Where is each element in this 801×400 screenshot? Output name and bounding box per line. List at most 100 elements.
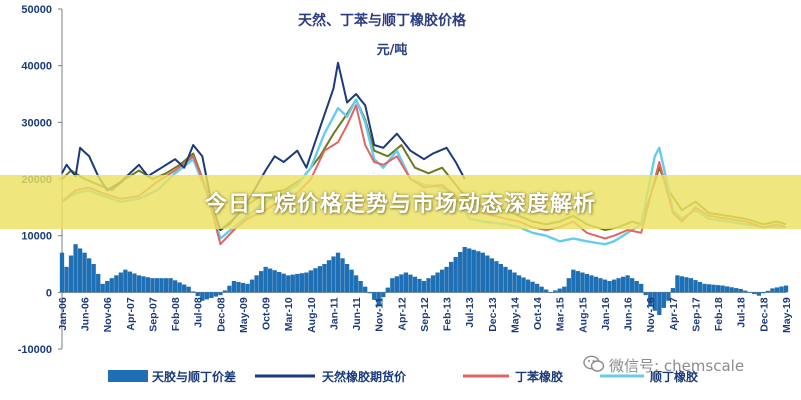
spread-bar [64, 266, 69, 293]
spread-bar [480, 252, 485, 293]
spread-bar [209, 292, 214, 298]
x-tick-label: May-14 [510, 297, 522, 333]
spread-bar [186, 286, 191, 293]
spread-bar [761, 292, 766, 294]
legend-swatch-spread [108, 370, 148, 382]
x-tick-label: Jan-11 [329, 297, 341, 330]
axis-tick-labels: -1000001000020000300004000050000Jan-06Ju… [18, 4, 793, 356]
spread-bar [109, 278, 114, 293]
spread-bar [322, 264, 327, 293]
x-tick-label: Apr-12 [396, 297, 408, 330]
spread-bar [421, 281, 427, 293]
spread-bar [534, 283, 540, 293]
spread-bar [580, 272, 585, 293]
spread-bar [145, 277, 151, 293]
spread-bar [218, 292, 223, 296]
spread-bar [679, 276, 685, 293]
spread-bar [765, 290, 771, 293]
spread-bar [426, 278, 431, 293]
spread-bar [272, 270, 277, 293]
x-tick-label: Apr-07 [125, 297, 137, 330]
spread-bar [258, 271, 264, 293]
spread-bar [747, 292, 752, 293]
spread-bar [639, 283, 644, 293]
x-tick-label: Jul-08 [193, 297, 205, 328]
spread-bar [118, 272, 123, 293]
x-tick-label: Mar-10 [283, 297, 295, 331]
spread-bar [335, 252, 341, 293]
spread-bar [381, 292, 386, 298]
spread-bar [435, 272, 440, 293]
spread-bar [399, 274, 404, 293]
spread-bar [444, 266, 449, 293]
x-tick-label: Dec-08 [215, 297, 227, 332]
spread-bar [620, 276, 626, 293]
spread-bar [172, 280, 178, 293]
spread-bar [584, 273, 590, 293]
spread-bar [711, 284, 716, 293]
spread-bar [227, 285, 232, 293]
spread-bar [571, 269, 576, 293]
spread-bar [593, 276, 599, 293]
spread-bar [462, 247, 467, 293]
spread-bar [702, 283, 707, 293]
watermark-text: 微信号: chemscale [609, 357, 745, 375]
y-tick-label: 40000 [21, 61, 52, 73]
spread-bar [376, 292, 381, 307]
spread-bar [286, 275, 291, 293]
spread-bar [340, 258, 345, 293]
title-banner [0, 175, 801, 229]
spread-bar [100, 283, 105, 293]
spread-bar [625, 275, 630, 293]
spread-bar [68, 255, 74, 293]
spread-bar [132, 273, 137, 293]
spread-bar [743, 290, 748, 293]
spread-bar [394, 276, 399, 293]
spread-bar [372, 292, 377, 300]
spread-bar [630, 278, 635, 293]
spread-bar [430, 275, 436, 293]
spread-bar [136, 275, 142, 293]
spread-bar [471, 249, 476, 293]
spread-bar [390, 278, 395, 293]
spread-bar [344, 264, 350, 293]
spread-bars [59, 244, 789, 315]
spread-bar [105, 281, 110, 293]
spread-bar [412, 276, 418, 293]
spread-bar [240, 282, 246, 293]
spread-bar [439, 269, 445, 293]
x-tick-label: Mar-15 [555, 297, 567, 331]
spread-bar [498, 264, 504, 293]
spread-bar [738, 288, 743, 293]
wechat-icon [583, 355, 605, 372]
spread-bar [648, 292, 653, 307]
x-tick-label: Jun-06 [80, 297, 92, 331]
spread-bar [485, 255, 490, 293]
spread-bar [734, 288, 739, 293]
x-tick-label: Oct-14 [532, 297, 544, 330]
spread-bar [326, 260, 332, 293]
spread-bar [385, 287, 390, 293]
spread-bar [729, 287, 734, 293]
spread-bar [688, 278, 694, 293]
x-tick-label: Jul-18 [736, 297, 748, 328]
x-tick-label: Apr-17 [668, 297, 680, 330]
spread-bar [114, 275, 119, 293]
chart-legend: 天胶与顺丁价差 天然橡胶期货价 丁苯橡胶 顺丁橡胶 [108, 369, 698, 384]
spread-bar [467, 248, 472, 293]
spread-bar [525, 279, 531, 293]
x-tick-label: Jan-06 [57, 297, 69, 330]
spread-bar [408, 274, 413, 293]
spread-bar [363, 286, 368, 293]
spread-bar [358, 281, 363, 293]
spread-bar [304, 272, 309, 293]
spread-bar [222, 290, 228, 293]
spread-bar [317, 266, 323, 293]
spread-bar [562, 286, 567, 293]
spread-bar [82, 252, 87, 293]
spread-bar [191, 291, 196, 293]
spread-bar [177, 282, 182, 293]
legend-label-spread: 天胶与顺丁价差 [152, 369, 236, 384]
spread-bar [602, 279, 608, 293]
spread-bar [458, 251, 463, 293]
